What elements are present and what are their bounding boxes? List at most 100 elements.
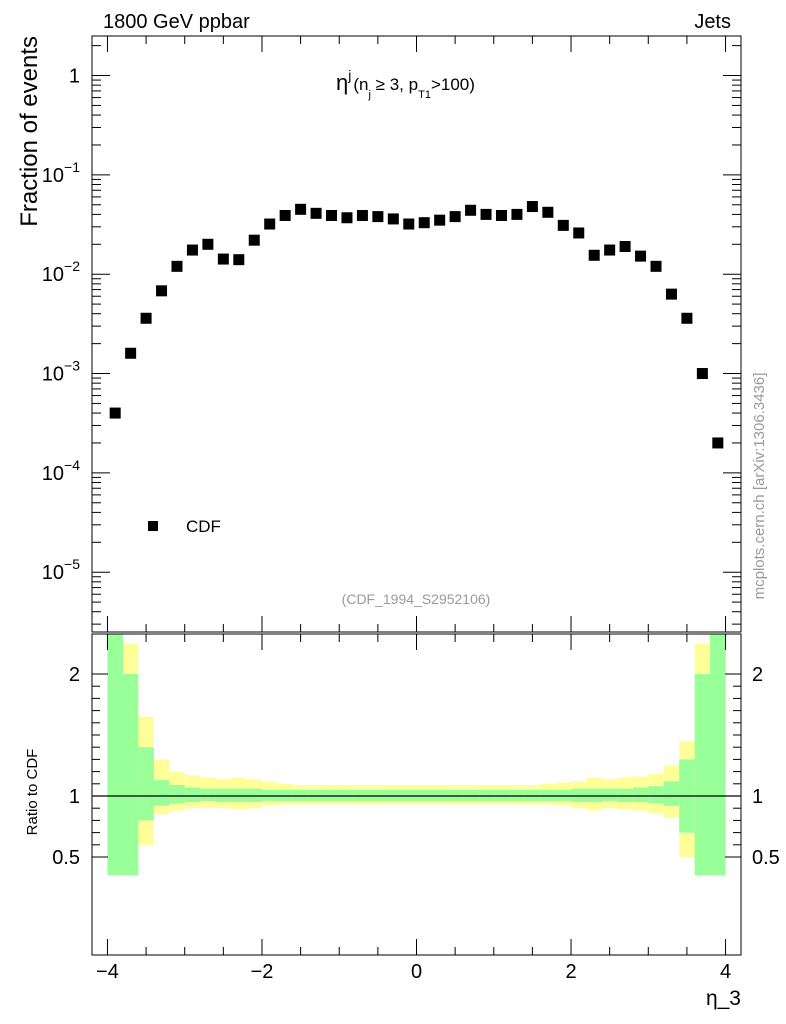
data-point: [712, 437, 724, 449]
data-point: [573, 227, 585, 239]
ratio-band-stat: [401, 789, 417, 801]
ratio-band-stat: [385, 789, 402, 801]
ratio-axis-ticks: 2 2 1 1 0.5 0.5 −4 −2 0 2 4: [52, 634, 780, 983]
data-point: [310, 207, 322, 219]
data-point: [341, 212, 353, 224]
data-point: [604, 244, 616, 256]
data-point: [434, 214, 446, 226]
data-point: [588, 249, 600, 261]
main-frame: [91, 35, 742, 633]
ratio-band-stat: [246, 788, 262, 803]
ratio-panel: 2 2 1 1 0.5 0.5 −4 −2 0 2 4 Ratio to CDF η_3: [24, 633, 780, 1010]
ratio-band-stat: [601, 788, 618, 801]
ratio-y-tick-label-right: 2: [752, 664, 763, 686]
data-point: [403, 218, 415, 230]
main-y-label: Fraction of events: [16, 36, 43, 227]
data-point: [156, 285, 168, 297]
ratio-band-stat: [493, 789, 510, 801]
ratio-band-stat: [323, 789, 340, 801]
header-left: 1800 GeV ppbar: [103, 11, 250, 33]
ratio-band-stat: [261, 789, 278, 801]
data-point: [635, 250, 647, 262]
ratio-band-stat: [169, 785, 185, 804]
ratio-band-stat: [215, 788, 232, 803]
ratio-band-stat: [648, 786, 664, 804]
ratio-band-stat: [540, 789, 556, 801]
data-point: [109, 407, 121, 419]
data-point: [681, 312, 693, 324]
data-point: [511, 208, 523, 220]
ratio-band-stat: [694, 674, 711, 876]
data-point: [449, 211, 461, 223]
data-point: [125, 347, 137, 359]
data-point: [526, 201, 538, 213]
ratio-band-stat: [462, 789, 479, 801]
ratio-band-stat: [308, 789, 324, 801]
data-point: [295, 203, 307, 215]
data-point: [650, 260, 662, 272]
ratio-band-stat: [617, 788, 633, 803]
data-point: [418, 217, 430, 229]
ratio-band-stat: [710, 634, 726, 876]
ratio-band-stat: [555, 789, 572, 801]
ratio-band-stat: [524, 789, 541, 801]
ratio-band-stat: [153, 780, 170, 806]
data-point: [171, 260, 183, 272]
ratio-band-stat: [447, 789, 463, 801]
main-y-tick-label: 10−3: [42, 358, 80, 386]
ratio-band-stat: [292, 789, 309, 801]
main-y-tick-label: 10−5: [42, 556, 80, 584]
data-point: [542, 206, 554, 218]
data-point: [264, 218, 276, 230]
ratio-band-stat: [571, 788, 587, 803]
data-point: [356, 209, 368, 221]
data-point: [202, 238, 214, 250]
main-y-tick-label: 10−1: [42, 159, 80, 187]
ratio-y-tick-label-left: 1: [69, 786, 80, 808]
x-tick-label: −2: [251, 961, 274, 983]
ratio-y-tick-label-left: 2: [69, 664, 80, 686]
data-point: [696, 368, 708, 380]
ratio-bands: [107, 634, 726, 876]
data-point: [233, 254, 245, 266]
data-point: [248, 234, 260, 246]
ratio-band-stat: [138, 747, 154, 821]
ratio-band-stat: [354, 789, 371, 801]
ratio-y-tick-label-left: 0.5: [52, 847, 80, 869]
ratio-band-stat: [509, 789, 525, 801]
x-tick-label: 0: [411, 961, 422, 983]
data-point: [465, 204, 477, 216]
ratio-band-stat: [663, 781, 680, 806]
analysis-id: (CDF_1994_S2952106): [342, 591, 491, 607]
main-y-tick-label: 10−2: [42, 258, 80, 286]
data-point: [495, 209, 507, 221]
main-data-points: [109, 201, 724, 449]
data-point: [326, 209, 338, 221]
data-point: [279, 209, 291, 221]
ratio-band-stat: [184, 787, 201, 803]
ratio-band-stat: [231, 788, 247, 803]
data-point: [665, 288, 677, 300]
main-y-tick-label: 10−4: [42, 457, 80, 485]
observable-title: ηj (nj ≥ 3, pT1>100): [336, 67, 475, 101]
ratio-band-stat: [431, 789, 448, 801]
legend-cdf-marker: [148, 521, 158, 531]
data-point: [217, 253, 229, 265]
data-point: [480, 208, 492, 220]
ratio-y-label: Ratio to CDF: [24, 749, 41, 836]
ratio-band-stat: [370, 789, 386, 801]
x-axis-label: η_3: [706, 987, 741, 1010]
ratio-band-stat: [277, 789, 293, 801]
header-right: Jets: [694, 11, 731, 33]
ratio-y-tick-label-right: 0.5: [752, 847, 780, 869]
x-tick-label: −4: [96, 961, 119, 983]
main-y-tick-label: 1: [69, 66, 80, 88]
main-panel: 1 10−1 10−2 10−3 10−4 10−5 Fraction of events…: [16, 35, 742, 633]
ratio-band-stat: [586, 788, 602, 803]
data-point: [387, 213, 399, 225]
ratio-y-tick-label-right: 1: [752, 786, 763, 808]
data-point: [619, 241, 631, 253]
ratio-band-stat: [107, 634, 123, 876]
ratio-band-stat: [122, 674, 139, 876]
